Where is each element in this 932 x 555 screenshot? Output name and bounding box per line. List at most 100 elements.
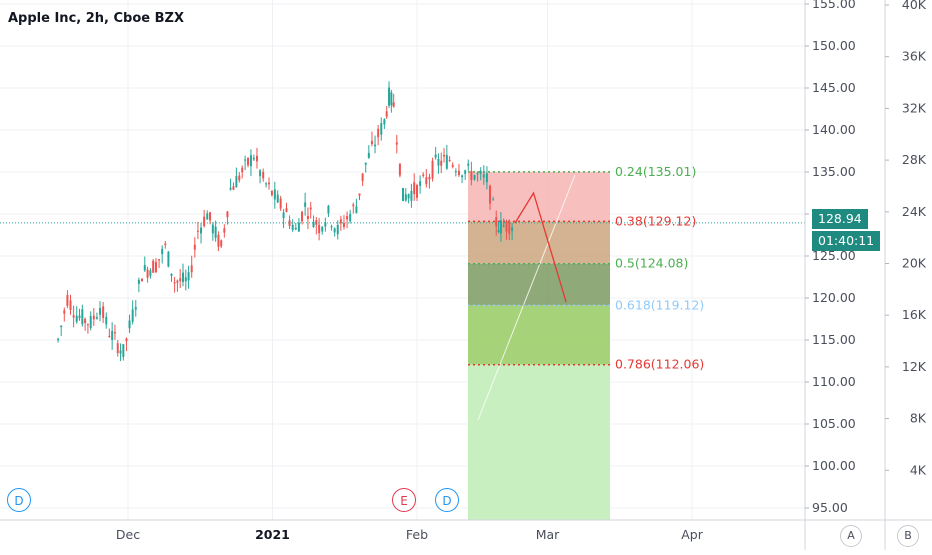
- auto-scale-button[interactable]: A: [840, 525, 862, 547]
- candle-body: [457, 170, 460, 176]
- candle-body: [265, 183, 268, 185]
- candle-body: [102, 306, 105, 319]
- fib-level-label: 0.24(135.01): [615, 164, 696, 179]
- candle-body: [448, 159, 451, 161]
- fib-level-label: 0.786(112.06): [615, 357, 704, 372]
- candle-body: [482, 174, 485, 178]
- candle-body: [404, 194, 407, 201]
- time-tick-label: Mar: [536, 527, 560, 542]
- candle-body: [479, 170, 482, 174]
- candle-body: [467, 163, 470, 166]
- candle-body: [89, 316, 92, 329]
- candle-body: [410, 190, 413, 201]
- candle-body: [279, 198, 282, 209]
- candle-body: [60, 325, 63, 328]
- candle-body: [390, 92, 393, 106]
- candle-body: [358, 193, 361, 196]
- candle-body: [431, 160, 434, 179]
- candle-body: [301, 211, 304, 222]
- price-tick-label: 150.00: [812, 38, 856, 53]
- candle-body: [361, 173, 364, 181]
- candle-body: [255, 155, 258, 162]
- fib-zone-olive: [468, 263, 610, 306]
- time-tick-label: Apr: [681, 527, 703, 542]
- candle-body: [505, 220, 508, 232]
- candle-body: [321, 227, 324, 232]
- candle-body: [137, 279, 140, 284]
- candle-body: [398, 163, 401, 176]
- price-tick-label: 135.00: [812, 164, 856, 179]
- candle-body: [247, 158, 250, 166]
- candle-body: [385, 111, 388, 117]
- candle-body: [333, 228, 336, 233]
- candle-body: [497, 229, 500, 232]
- candle-body: [252, 157, 255, 160]
- candle-body: [235, 176, 238, 188]
- time-tick-label: 2021: [255, 527, 290, 542]
- symbol-title: Apple Inc, 2h, Cboe BZX: [8, 11, 184, 26]
- dividend-marker[interactable]: D: [435, 488, 459, 512]
- candle-body: [461, 175, 464, 178]
- last-price-label: 128.94: [812, 209, 868, 229]
- candle-body: [402, 187, 405, 201]
- candle-body: [324, 222, 327, 227]
- price-tick-label: 110.00: [812, 374, 856, 389]
- candle-body: [182, 272, 185, 282]
- volume-tick-label: 40K: [902, 0, 927, 12]
- candle-body: [440, 160, 443, 166]
- candle-body: [268, 182, 271, 185]
- candle-body: [116, 343, 119, 353]
- scale-mode-button[interactable]: B: [897, 525, 919, 547]
- candle-body: [454, 171, 457, 173]
- dividend-marker[interactable]: D: [7, 488, 31, 512]
- candle-body: [476, 173, 479, 175]
- projection-path: [514, 191, 567, 303]
- fib-zone-brown: [468, 221, 610, 264]
- price-tick-label: 145.00: [812, 80, 856, 95]
- candle-body: [244, 159, 247, 161]
- candle-body: [122, 344, 125, 357]
- candle-body: [339, 219, 342, 224]
- fib-retracement[interactable]: 0.24(135.01) 0.38(129.12) 0.5(124.08) 0.618…: [468, 164, 704, 520]
- fib-zone-lightgreen: [468, 364, 610, 520]
- price-tick-label: 125.00: [812, 248, 856, 263]
- candle-body: [66, 295, 69, 306]
- candle-body: [143, 265, 146, 271]
- candle-body: [193, 244, 196, 250]
- fib-trend-line: [477, 174, 576, 421]
- candle-body: [187, 272, 190, 281]
- candle-body: [508, 221, 511, 234]
- candle-body: [184, 277, 187, 282]
- candle-body: [134, 307, 137, 310]
- candle-body: [179, 278, 182, 282]
- candle-body: [273, 189, 276, 200]
- candle-body: [276, 194, 279, 203]
- earnings-marker[interactable]: E: [392, 488, 416, 512]
- candle-body: [211, 224, 214, 234]
- candle-body: [196, 230, 199, 232]
- candle-body: [445, 154, 448, 169]
- candle-body: [111, 330, 114, 341]
- candle-body: [220, 240, 223, 247]
- candle-body: [352, 204, 355, 207]
- candle-body: [297, 222, 300, 232]
- candle-body: [176, 280, 179, 283]
- price-tick-label: 140.00: [812, 122, 856, 137]
- candle-body: [282, 212, 285, 219]
- candle-body: [413, 182, 416, 195]
- candle-body: [200, 227, 203, 234]
- drawing[interactable]: [514, 191, 567, 303]
- candle-body: [203, 216, 206, 226]
- candle-body: [128, 320, 131, 329]
- candle-body: [232, 186, 235, 190]
- candle-body: [152, 260, 155, 273]
- candle-body: [249, 155, 252, 167]
- candle-body: [161, 248, 164, 255]
- volume-tick-label: 20K: [902, 256, 927, 271]
- candle-body: [312, 221, 315, 228]
- candle-body: [392, 102, 395, 107]
- candle-body: [355, 206, 358, 213]
